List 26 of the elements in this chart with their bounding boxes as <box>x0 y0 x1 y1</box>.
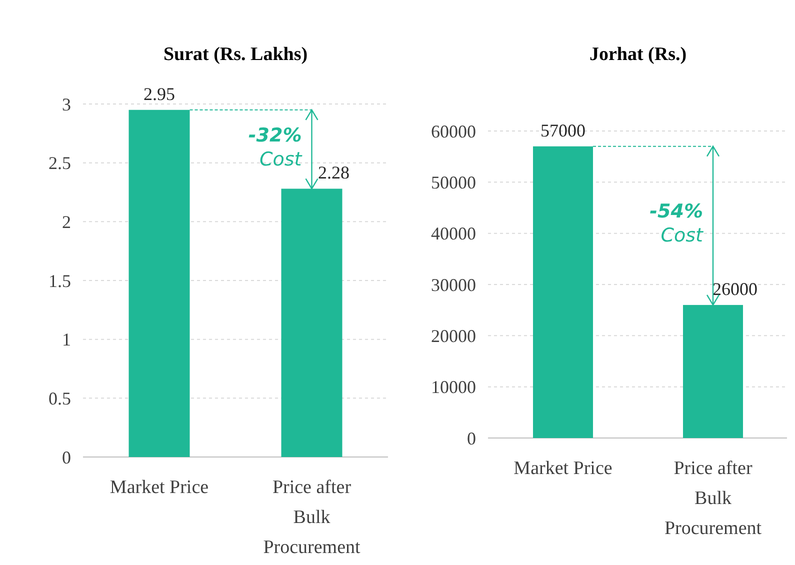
data-label: 26000 <box>712 278 758 299</box>
data-label: 2.28 <box>318 162 350 183</box>
y-tick-label: 0 <box>467 428 476 448</box>
x-tick-label: Market Price <box>110 477 209 498</box>
y-tick-label: 0.5 <box>48 388 71 408</box>
y-tick-label: 1.5 <box>48 270 71 291</box>
y-tick-label: 40000 <box>431 224 476 244</box>
y-tick-label: 20000 <box>431 326 476 346</box>
y-tick-label: 60000 <box>431 121 476 142</box>
x-tick-label: Market Price <box>514 458 612 479</box>
x-tick-label: Price after Bulk Procurement <box>263 477 362 558</box>
x-tick-label: Price after Bulk Procurement <box>664 458 762 539</box>
y-tick-label: 2 <box>62 212 71 232</box>
y-tick-label: 50000 <box>431 172 476 192</box>
y-tick-label: 3 <box>62 94 71 114</box>
y-tick-label: 2.5 <box>48 153 71 174</box>
y-tick-label: 0 <box>62 447 71 468</box>
chart-title: Jorhat (Rs.) <box>589 44 687 65</box>
y-tick-label: 10000 <box>431 377 476 398</box>
chart-title: Surat (Rs. Lakhs) <box>163 44 308 65</box>
annotation: -54% Cost <box>650 200 705 247</box>
annotation: -32% Cost <box>248 124 304 170</box>
y-tick-label: 1 <box>62 330 71 350</box>
data-label: 57000 <box>540 120 586 140</box>
y-tick-label: 30000 <box>431 274 476 295</box>
data-label: 2.95 <box>144 84 175 104</box>
